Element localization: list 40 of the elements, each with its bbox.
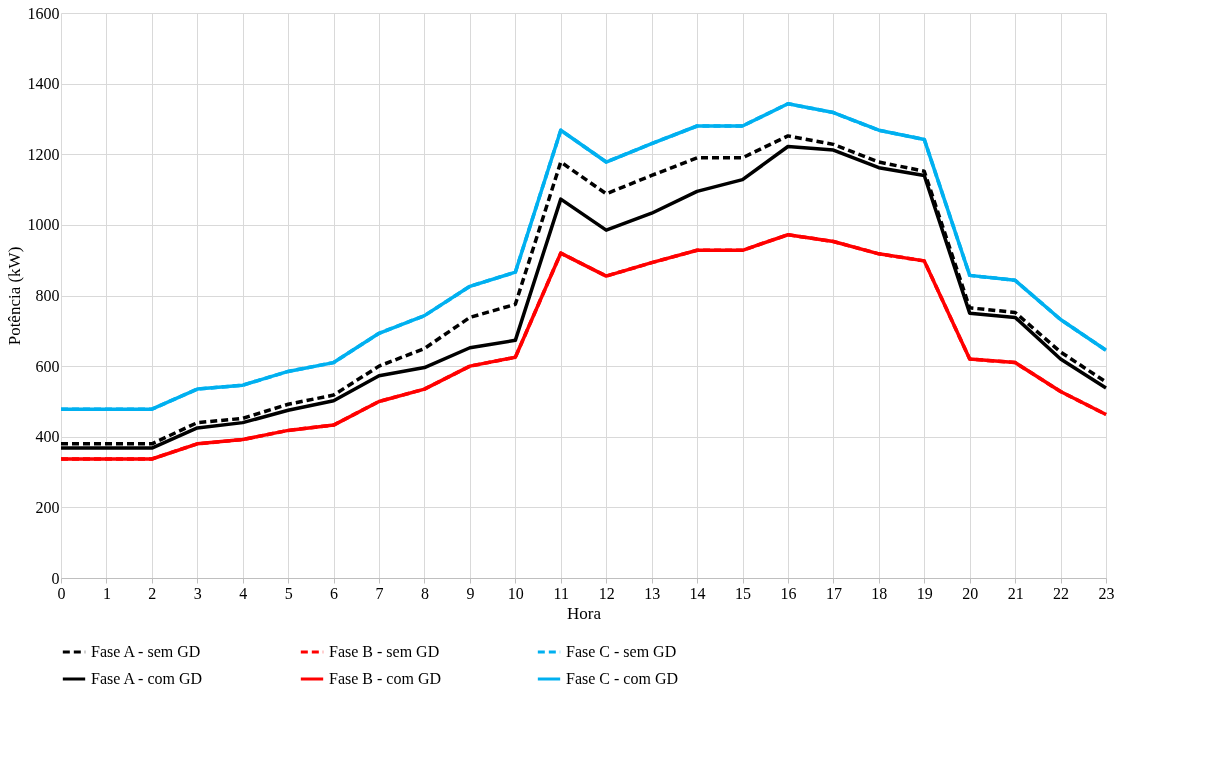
x-tick-label: 1	[102, 584, 111, 602]
x-tick-label: 10	[507, 584, 524, 602]
x-tick-label: 7	[375, 584, 384, 602]
x-tick-label: 12	[598, 584, 615, 602]
legend-label: Fase B - com GD	[329, 670, 441, 687]
x-tick-label: 2	[148, 584, 157, 602]
x-tick-label: 11	[553, 584, 569, 602]
x-tick-label: 20	[962, 584, 979, 602]
legend-label: Fase C - com GD	[566, 670, 678, 687]
x-tick-label: 4	[239, 584, 248, 602]
legend-label: Fase C - sem GD	[566, 643, 677, 660]
legend-label: Fase A - com GD	[91, 670, 203, 687]
y-tick-label: 1400	[27, 75, 60, 93]
x-axis-title: Hora	[567, 603, 602, 623]
y-tick-label: 0	[51, 569, 60, 587]
x-tick-label: 14	[689, 584, 706, 602]
x-tick-label: 17	[825, 584, 842, 602]
x-tick-label: 5	[284, 584, 293, 602]
x-tick-label: 23	[1098, 584, 1115, 602]
x-tick-label: 6	[330, 584, 339, 602]
x-tick-label: 19	[916, 584, 933, 602]
y-tick-label: 200	[35, 498, 60, 516]
y-axis-title: Potência (kW)	[4, 246, 24, 346]
x-tick-label: 8	[420, 584, 429, 602]
y-tick-label: 1000	[27, 216, 60, 234]
y-tick-label: 600	[35, 357, 60, 375]
y-tick-label: 1200	[27, 145, 60, 163]
x-tick-label: 22	[1053, 584, 1070, 602]
x-tick-label: 9	[466, 584, 475, 602]
x-tick-label: 16	[780, 584, 797, 602]
y-tick-label: 800	[35, 287, 60, 304]
x-tick-label: 15	[735, 584, 752, 602]
y-tick-label: 400	[35, 428, 60, 446]
y-tick-label: 1600	[27, 4, 60, 22]
x-tick-label: 18	[871, 584, 888, 602]
x-tick-label: 21	[1007, 584, 1024, 602]
x-tick-label: 3	[193, 584, 202, 602]
x-tick-label: 13	[644, 584, 661, 602]
legend-label: Fase B - sem GD	[329, 643, 440, 660]
legend-label: Fase A - sem GD	[91, 643, 201, 660]
